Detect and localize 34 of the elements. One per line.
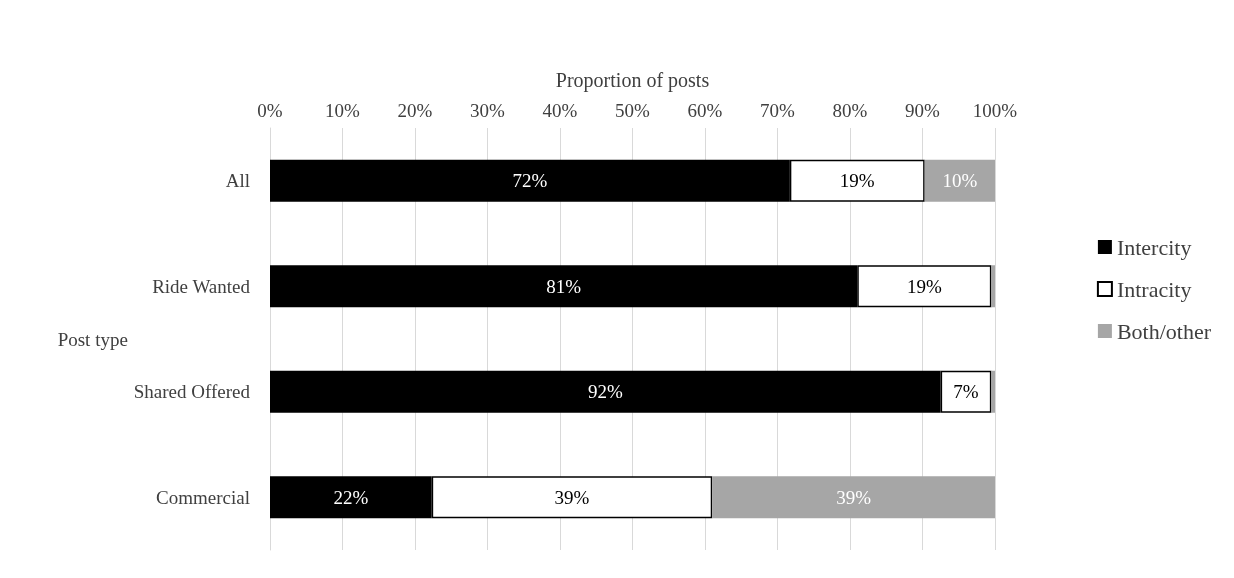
data-label: 81% <box>546 275 582 297</box>
data-label: 19% <box>906 275 942 297</box>
y-tick-label: Commercial <box>156 486 250 508</box>
data-label: 19% <box>839 170 875 192</box>
data-label: 92% <box>587 381 623 403</box>
data-label: 22% <box>333 486 369 508</box>
x-tick-label: 60% <box>687 100 723 121</box>
x-tick-label: 50% <box>615 100 651 121</box>
data-label: 7% <box>953 381 979 403</box>
data-label: 39% <box>836 486 872 508</box>
bar <box>991 265 995 308</box>
x-tick-label: 100% <box>972 100 1018 121</box>
x-tick-label: 30% <box>470 100 506 121</box>
y-tick-label: Ride Wanted <box>152 275 251 297</box>
y-tick-label: All <box>225 170 250 192</box>
bar <box>991 370 995 413</box>
data-label: 39% <box>554 486 590 508</box>
legend-label: Both/other <box>1116 318 1212 344</box>
y-tick-label: Shared Offered <box>133 381 251 403</box>
x-axis-title: Proportion of posts <box>555 69 710 92</box>
x-tick-label: 90% <box>905 100 941 121</box>
x-tick-label: 0% <box>257 100 283 121</box>
x-tick-label: 10% <box>325 100 361 121</box>
legend-label: Intercity <box>1116 234 1192 260</box>
x-tick-label: 20% <box>397 100 433 121</box>
legend-label: Intracity <box>1116 276 1192 302</box>
data-label: 72% <box>512 170 548 192</box>
y-axis-title: Post type <box>57 328 128 350</box>
x-tick-label: 70% <box>760 100 796 121</box>
data-label: 10% <box>942 170 978 192</box>
bar <box>712 476 995 519</box>
x-tick-label: 40% <box>542 100 578 121</box>
x-tick-label: 80% <box>832 100 868 121</box>
bar <box>924 159 995 202</box>
